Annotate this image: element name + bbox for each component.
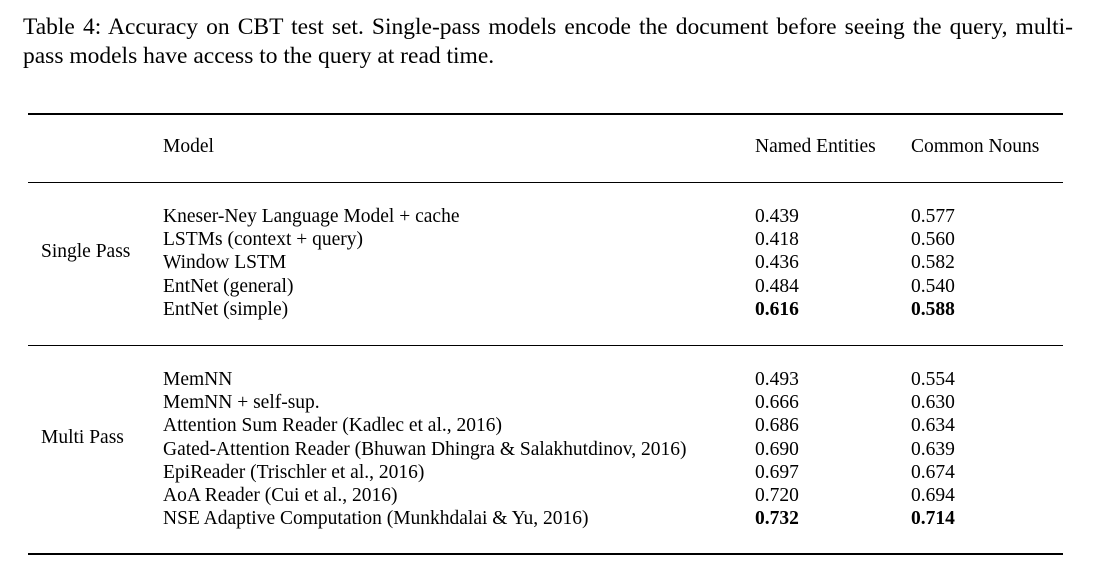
- header-model: Model: [163, 136, 214, 157]
- table-cell-ne: 0.690: [755, 438, 799, 460]
- table-cell-ne: 0.686: [755, 415, 799, 437]
- bottom-rule: [28, 553, 1063, 555]
- table-row-model: Window LSTM: [163, 252, 287, 274]
- group-rule: [28, 345, 1063, 346]
- header-rule: [28, 182, 1063, 183]
- top-rule: [28, 113, 1063, 115]
- header-named-entities: Named Entities: [755, 136, 876, 157]
- table-cell-ne: 0.720: [755, 484, 799, 506]
- table-row-model: Gated-Attention Reader (Bhuwan Dhingra &…: [163, 438, 687, 460]
- single-pass-model-column: Kneser-Ney Language Model + cache LSTMs …: [163, 205, 459, 321]
- table-row-model: MemNN + self-sup.: [163, 392, 320, 414]
- table-cell-cn-best: 0.714: [911, 508, 955, 530]
- table-cell-cn: 0.674: [911, 461, 955, 483]
- multi-pass-cn-column: 0.554 0.630 0.634 0.639 0.674 0.694 0.71…: [911, 368, 955, 530]
- table-cell-ne: 0.666: [755, 392, 799, 414]
- table-cell-ne: 0.439: [755, 206, 799, 227]
- table-cell-ne-best: 0.732: [755, 508, 799, 530]
- table-cell-cn: 0.577: [911, 206, 955, 227]
- table-row-model: AoA Reader (Cui et al., 2016): [163, 484, 398, 506]
- table-cell-cn: 0.560: [911, 229, 955, 251]
- table-cell-cn: 0.694: [911, 484, 955, 506]
- table-cell-cn: 0.634: [911, 415, 955, 437]
- table-cell-ne: 0.493: [755, 369, 799, 390]
- table-cell-ne: 0.418: [755, 229, 799, 251]
- table-cell-ne: 0.697: [755, 461, 799, 483]
- table-cell-cn: 0.639: [911, 438, 955, 460]
- table-row-model: NSE Adaptive Computation (Munkhdalai & Y…: [163, 508, 589, 530]
- table-row-model: MemNN: [163, 369, 233, 390]
- table-cell-ne: 0.484: [755, 275, 799, 297]
- table-cell-cn: 0.554: [911, 369, 955, 390]
- table-cell-cn-best: 0.588: [911, 298, 955, 320]
- table-cell-cn: 0.630: [911, 392, 955, 414]
- table-cell-ne-best: 0.616: [755, 298, 799, 320]
- table-row-model: EntNet (simple): [163, 298, 289, 320]
- single-pass-cn-column: 0.577 0.560 0.582 0.540 0.588: [911, 205, 955, 321]
- table-row-model: Attention Sum Reader (Kadlec et al., 201…: [163, 415, 502, 437]
- multi-pass-ne-column: 0.493 0.666 0.686 0.690 0.697 0.720 0.73…: [755, 368, 799, 530]
- table-cell-ne: 0.436: [755, 252, 799, 274]
- table-cell-cn: 0.582: [911, 252, 955, 274]
- table-row-model: EntNet (general): [163, 275, 294, 297]
- group-label-multi-pass: Multi Pass: [41, 427, 124, 448]
- group-label-single-pass: Single Pass: [41, 241, 131, 262]
- table-cell-cn: 0.540: [911, 275, 955, 297]
- multi-pass-model-column: MemNN MemNN + self-sup. Attention Sum Re…: [163, 368, 687, 530]
- table-row-model: LSTMs (context + query): [163, 229, 363, 251]
- header-common-nouns: Common Nouns: [911, 136, 1040, 157]
- table-caption: Table 4: Accuracy on CBT test set. Singl…: [23, 14, 1073, 69]
- table-row-model: Kneser-Ney Language Model + cache: [163, 206, 460, 227]
- single-pass-ne-column: 0.439 0.418 0.436 0.484 0.616: [755, 205, 799, 321]
- table-row-model: EpiReader (Trischler et al., 2016): [163, 461, 425, 483]
